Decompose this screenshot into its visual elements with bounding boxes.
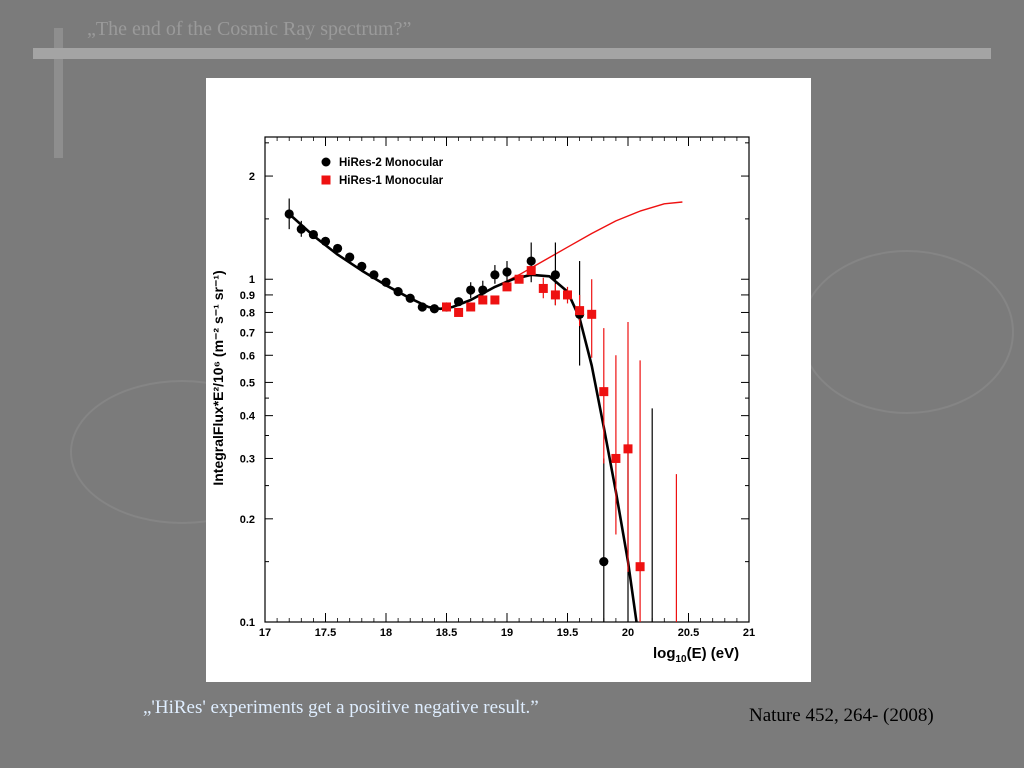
cosmic-ray-spectrum-chart: 0.1 0.2 0.3 0.4 0.5 0.6 0.7 0.8 0.9 1 2 17 17.5 18 18… bbox=[210, 136, 755, 665]
y-tick-label: 0.8 bbox=[240, 307, 255, 319]
x-tick-label: 18 bbox=[380, 627, 392, 639]
hires2-data-point bbox=[526, 256, 536, 266]
hires2-data-point bbox=[345, 252, 355, 262]
hires1-data-point bbox=[538, 283, 548, 293]
y-tick-label: 1 bbox=[249, 274, 255, 286]
x-tick-label: 18.5 bbox=[436, 627, 457, 639]
legend-label: HiRes-2 Monocular bbox=[339, 157, 444, 169]
hires-combined-fit-curve bbox=[288, 213, 638, 623]
hires1-data-point bbox=[502, 282, 512, 292]
hires2-data-point bbox=[393, 287, 403, 297]
hires2-data-point bbox=[333, 243, 343, 254]
hires1-data-point bbox=[466, 302, 476, 312]
hires2-data-point bbox=[357, 261, 367, 272]
hires1-data-point bbox=[611, 453, 621, 463]
x-axis-ticks: 17 17.5 18 18.5 19 19.5 20 20.5 21 bbox=[259, 137, 755, 639]
y-tick-label: 0.5 bbox=[240, 377, 255, 389]
y-axis-label: IntegralFlux*E²/10⁶ (m⁻² s⁻¹ sr⁻¹) bbox=[210, 270, 226, 485]
hires2-data-point bbox=[502, 267, 512, 277]
hires1-data-point bbox=[563, 290, 572, 300]
x-tick-label: 17 bbox=[259, 627, 271, 639]
hires1-data-point bbox=[575, 306, 585, 316]
x-tick-label: 20 bbox=[622, 627, 634, 639]
hires2-data-point bbox=[320, 236, 331, 246]
hires1-data-point bbox=[526, 266, 536, 276]
hires1-data-point bbox=[599, 387, 609, 397]
x-axis-label-subscript: 10 bbox=[676, 654, 688, 665]
fit-curves bbox=[288, 201, 683, 623]
hires2-data-point bbox=[478, 285, 488, 295]
hires2-data-point bbox=[296, 224, 306, 234]
y-tick-label: 0.6 bbox=[240, 350, 255, 362]
hires2-data-point bbox=[417, 302, 427, 312]
no-cutoff-extrapolation-curve bbox=[494, 201, 683, 288]
x-tick-label: 19 bbox=[501, 627, 513, 639]
x-tick-label: 17.5 bbox=[315, 627, 336, 639]
legend-marker-hires1 bbox=[321, 175, 331, 185]
slide-caption: „'HiRes' experiments get a positive nega… bbox=[143, 697, 539, 718]
hires2-data-point bbox=[405, 293, 415, 303]
x-tick-label: 19.5 bbox=[557, 627, 578, 639]
hires1-data-point bbox=[442, 302, 451, 312]
x-axis-label: log10(E) (eV) bbox=[653, 645, 739, 665]
hires1-data-point bbox=[490, 295, 500, 305]
hires2-data-point bbox=[369, 270, 379, 280]
y-axis-ticks: 0.1 0.2 0.3 0.4 0.5 0.6 0.7 0.8 0.9 1 2 bbox=[240, 142, 749, 629]
legend-marker-hires2 bbox=[321, 157, 331, 167]
hires1-data-point bbox=[550, 290, 560, 300]
chart-legend: HiRes-2 Monocular HiRes-1 Monocular bbox=[321, 157, 444, 187]
hires2-data-point bbox=[429, 304, 439, 314]
x-axis-label-base: log bbox=[653, 645, 676, 662]
y-tick-label: 0.1 bbox=[240, 617, 255, 629]
hires2-data-point bbox=[550, 270, 560, 280]
title-underline-bar bbox=[33, 48, 991, 59]
title-accent-bar bbox=[54, 28, 63, 158]
y-tick-label: 2 bbox=[249, 171, 255, 183]
hires2-data-point bbox=[284, 209, 294, 219]
x-tick-label: 21 bbox=[743, 627, 755, 639]
hires2-data-point bbox=[466, 285, 476, 295]
hires1-data-point bbox=[514, 274, 524, 284]
hires1-data-point bbox=[623, 444, 633, 454]
hires2-data-point bbox=[308, 229, 318, 240]
x-tick-label: 20.5 bbox=[678, 627, 699, 639]
slide-title: „The end of the Cosmic Ray spectrum?” bbox=[87, 18, 412, 40]
y-tick-label: 0.7 bbox=[240, 327, 255, 339]
hires2-data-point bbox=[381, 277, 391, 287]
hires1-data-point bbox=[635, 562, 645, 572]
y-tick-label: 0.4 bbox=[240, 411, 256, 423]
y-tick-label: 0.2 bbox=[240, 514, 255, 526]
hires2-data-point bbox=[490, 270, 500, 280]
data-markers bbox=[284, 209, 645, 572]
hires1-data-point bbox=[478, 295, 488, 305]
chart-figure: 0.1 0.2 0.3 0.4 0.5 0.6 0.7 0.8 0.9 1 2 17 17.5 18 18… bbox=[206, 78, 811, 682]
hires1-data-point bbox=[587, 309, 597, 319]
x-axis-label-rest: (E) (eV) bbox=[687, 645, 740, 662]
y-tick-label: 0.9 bbox=[240, 290, 255, 302]
hires1-data-point bbox=[454, 307, 464, 317]
y-tick-label: 0.3 bbox=[240, 453, 255, 465]
legend-label: HiRes-1 Monocular bbox=[339, 175, 444, 187]
hires2-data-point bbox=[454, 297, 464, 307]
background-swirl-decoration bbox=[800, 250, 1014, 414]
hires2-data-point bbox=[599, 557, 609, 567]
citation-reference: Nature 452, 264- (2008) bbox=[749, 705, 934, 726]
